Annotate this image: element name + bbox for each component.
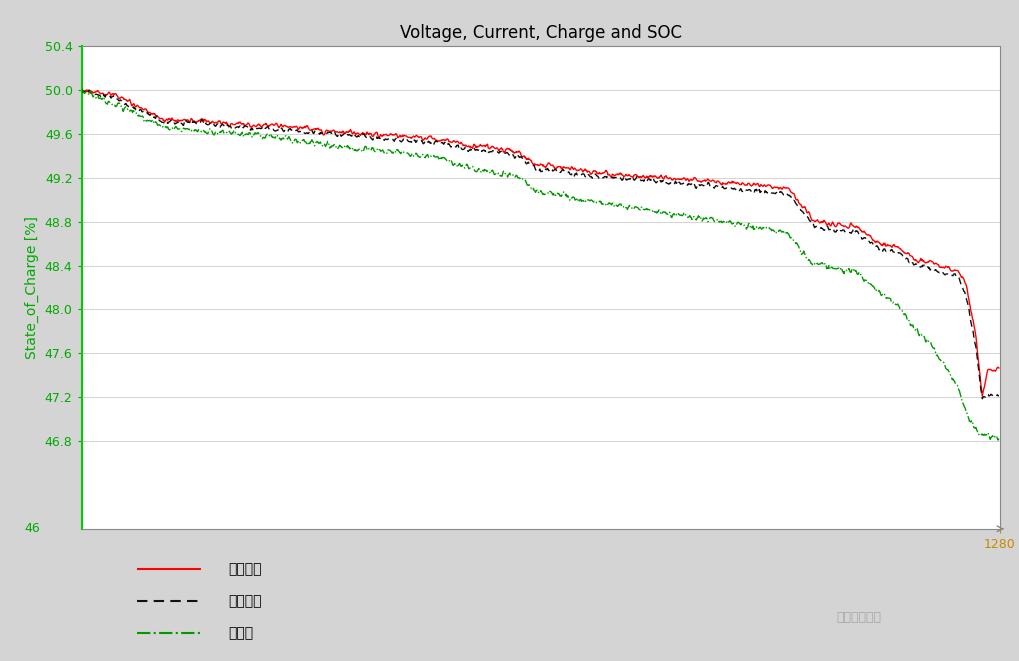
无回收: [604, 200, 616, 208]
无回收: [991, 435, 1004, 443]
Text: 无回收: 无回收: [228, 626, 254, 640]
无回收: [75, 85, 88, 93]
模糊控制: [991, 364, 1004, 372]
并联回收: [991, 392, 1004, 400]
模糊控制: [975, 392, 987, 400]
模糊控制: [740, 181, 752, 189]
并联回收: [975, 395, 987, 403]
并联回收: [574, 170, 586, 178]
并联回收: [605, 174, 618, 182]
并联回收: [121, 102, 133, 110]
模糊控制: [75, 85, 88, 93]
Y-axis label: State_of_Charge [%]: State_of_Charge [%]: [24, 216, 39, 359]
并联回收: [569, 170, 581, 178]
Line: 并联回收: 并联回收: [82, 90, 998, 399]
Text: 王浮生不怕生: 王浮生不怕生: [836, 611, 880, 625]
模糊控制: [574, 166, 586, 174]
并联回收: [84, 86, 96, 94]
Text: 46: 46: [24, 522, 41, 535]
并联回收: [690, 182, 702, 190]
无回收: [991, 436, 1004, 444]
Line: 模糊控制: 模糊控制: [82, 89, 998, 396]
模糊控制: [568, 164, 580, 172]
Text: 模糊控制: 模糊控制: [228, 562, 262, 576]
并联回收: [741, 186, 753, 194]
无回收: [690, 216, 702, 224]
无回收: [568, 194, 580, 202]
并联回收: [75, 87, 88, 95]
模糊控制: [690, 175, 702, 183]
无回收: [740, 225, 752, 233]
无回收: [120, 105, 132, 113]
Text: 并联回收: 并联回收: [228, 594, 262, 608]
Title: Voltage, Current, Charge and SOC: Voltage, Current, Charge and SOC: [399, 24, 681, 42]
无回收: [574, 196, 586, 204]
Line: 无回收: 无回收: [82, 89, 998, 440]
模糊控制: [604, 173, 616, 181]
模糊控制: [120, 97, 132, 104]
